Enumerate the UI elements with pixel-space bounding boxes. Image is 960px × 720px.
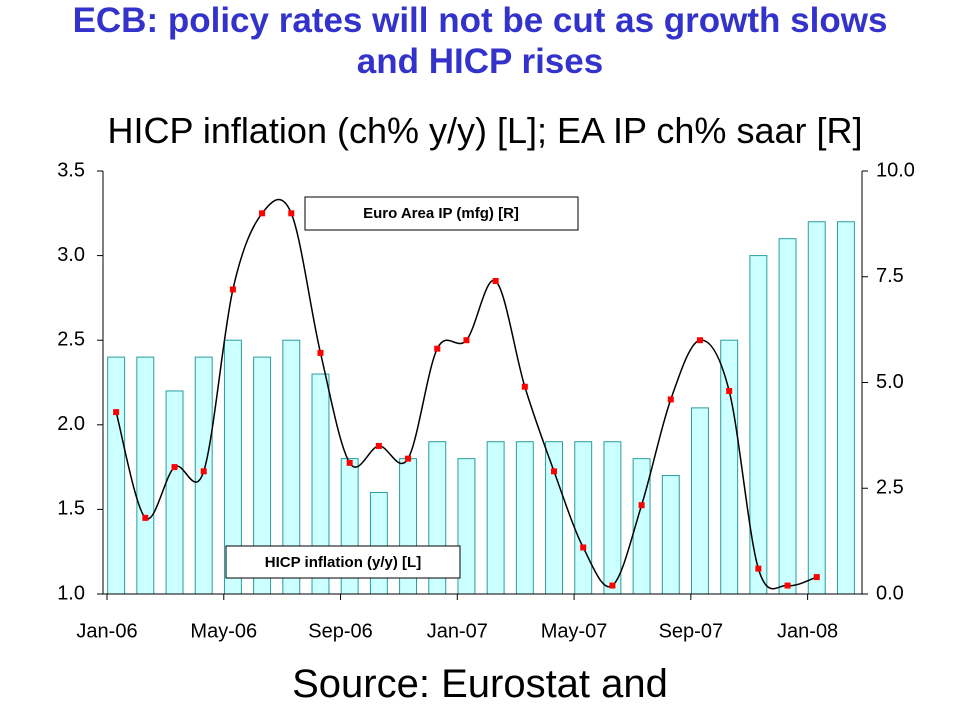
y2-tick-label: 2.5 — [876, 477, 904, 499]
chart-title: ECB: policy rates will not be cut as gro… — [72, 1, 888, 81]
y2-tick-label: 5.0 — [876, 371, 904, 393]
marker — [726, 387, 733, 394]
marker — [229, 286, 236, 293]
bar — [165, 390, 184, 595]
marker — [259, 210, 266, 217]
y-tick-label: 1.0 — [57, 582, 85, 604]
bar — [574, 441, 593, 595]
bar — [107, 356, 126, 595]
marker — [463, 337, 470, 344]
y-tick-label: 3.5 — [57, 159, 85, 181]
legend-label: HICP inflation (y/y) [L] — [265, 554, 421, 571]
marker — [200, 468, 207, 475]
marker — [813, 574, 820, 581]
marker — [142, 514, 149, 521]
x-tick-label: May-07 — [541, 620, 608, 642]
marker — [667, 396, 674, 403]
bar — [778, 238, 797, 595]
x-tick-label: Jan-07 — [427, 620, 488, 642]
marker — [784, 582, 791, 589]
marker — [551, 468, 558, 475]
bar — [486, 441, 505, 595]
bar — [457, 458, 476, 595]
y2-tick-label: 10.0 — [876, 159, 915, 181]
bar — [720, 339, 739, 595]
legend-box — [225, 545, 461, 579]
x-tick-label: Sep-07 — [659, 620, 724, 642]
y2-tick-label: 0.0 — [876, 582, 904, 604]
y-tick-label: 2.0 — [57, 413, 85, 435]
marker — [171, 464, 178, 471]
marker — [405, 455, 412, 462]
bar — [136, 356, 155, 595]
marker — [696, 337, 703, 344]
source-note: Source: Eurostat and — [292, 662, 668, 706]
x-tick-label: Jan-06 — [76, 620, 137, 642]
marker — [317, 349, 324, 356]
legend-box — [304, 196, 579, 231]
x-tick-label: May-06 — [190, 620, 257, 642]
marker — [521, 383, 528, 390]
bar — [194, 356, 213, 595]
marker — [755, 565, 762, 572]
y-tick-label: 1.5 — [57, 498, 85, 520]
marker — [375, 442, 382, 449]
marker — [492, 277, 499, 284]
bar — [691, 407, 709, 595]
marker — [113, 409, 120, 416]
bar — [661, 475, 680, 595]
y-tick-label: 2.5 — [57, 328, 85, 350]
bar — [603, 441, 622, 595]
bar — [807, 221, 826, 595]
marker — [609, 582, 616, 589]
y-tick-label: 3.0 — [57, 244, 85, 266]
marker — [638, 502, 645, 509]
bar — [515, 441, 534, 595]
marker — [434, 345, 441, 352]
marker — [580, 544, 587, 551]
legend-label: Euro Area IP (mfg) [R] — [363, 205, 519, 222]
marker — [288, 210, 295, 217]
y2-tick-label: 7.5 — [876, 265, 904, 287]
x-tick-label: Jan-08 — [777, 620, 838, 642]
bar — [369, 491, 388, 595]
chart-subtitle: HICP inflation (ch% y/y) [L]; EA IP ch% … — [107, 110, 863, 151]
bar — [545, 441, 563, 595]
bar — [836, 221, 855, 595]
x-tick-label: Sep-06 — [308, 620, 373, 642]
marker — [346, 459, 353, 466]
